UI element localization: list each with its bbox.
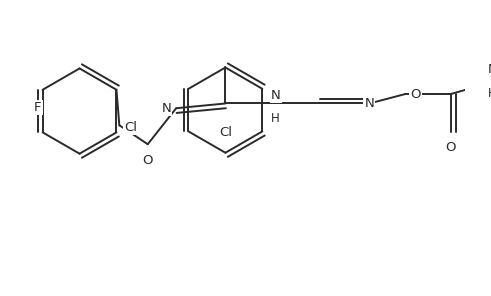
- Text: N: N: [271, 89, 280, 102]
- Text: N: N: [162, 102, 171, 115]
- Text: F: F: [34, 101, 42, 114]
- Text: Cl: Cl: [219, 126, 232, 139]
- Text: Cl: Cl: [124, 121, 137, 134]
- Text: O: O: [445, 141, 456, 155]
- Text: O: O: [142, 154, 153, 167]
- Text: O: O: [410, 88, 421, 101]
- Text: H: H: [488, 87, 491, 100]
- Text: N: N: [364, 97, 374, 110]
- Text: N: N: [488, 63, 491, 76]
- Text: H: H: [271, 112, 280, 125]
